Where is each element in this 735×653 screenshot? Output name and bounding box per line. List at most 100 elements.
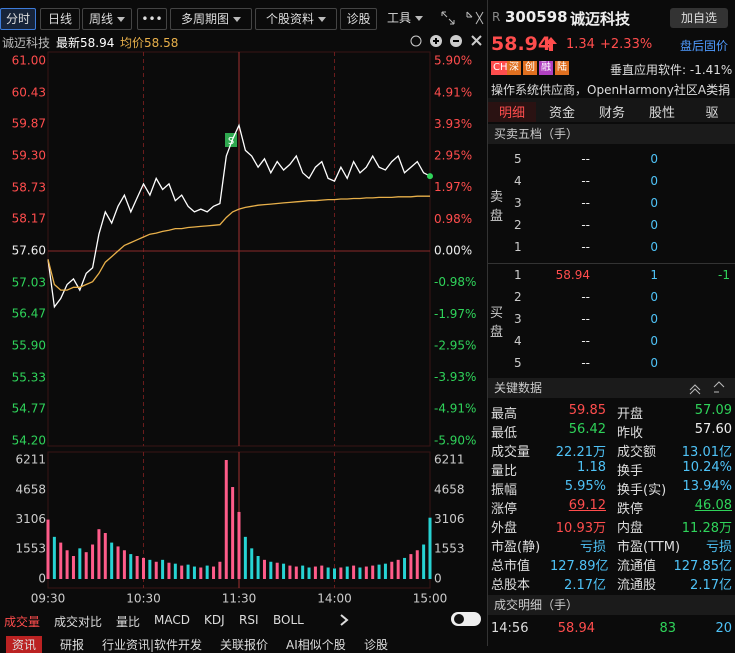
- qty: 83: [659, 621, 676, 636]
- news-tab[interactable]: 研报: [60, 638, 85, 652]
- volume-bar: [396, 559, 400, 579]
- key-value: 127.89亿: [550, 559, 609, 574]
- chart: S 09:30 10:30 11:30 14:00 15:00 61.00 60.43 59.…: [12, 51, 476, 606]
- key-value: 127.85亿: [673, 559, 733, 574]
- badge: 陆: [555, 61, 569, 75]
- volume-bar: [345, 566, 349, 579]
- y-tick-label: 57.03: [12, 275, 46, 289]
- volume-bar: [313, 566, 317, 579]
- qty: 0: [650, 290, 658, 304]
- news-tab[interactable]: 行业资讯|软件开发: [102, 638, 203, 652]
- y2-tick-label: 5.90%: [434, 54, 472, 68]
- volume-bar: [326, 567, 330, 579]
- indicator-tab[interactable]: 成交量: [4, 615, 41, 629]
- stock-info[interactable]: 个股资料: [255, 8, 337, 30]
- volume-bar: [352, 565, 356, 579]
- volume-bar: [231, 487, 235, 579]
- key-label: 外盘: [491, 521, 518, 536]
- indicator-tab[interactable]: BOLL: [273, 613, 304, 627]
- tab-daily[interactable]: 日线: [40, 8, 80, 30]
- news-tab[interactable]: 资讯: [6, 636, 43, 653]
- volume-bar: [301, 565, 305, 579]
- volume-bar: [142, 557, 145, 579]
- toggle[interactable]: [450, 611, 482, 627]
- tab[interactable]: 股性: [648, 106, 675, 121]
- indicator-tab[interactable]: 量比: [116, 615, 141, 629]
- volume-bar: [377, 564, 381, 579]
- indicator-tab[interactable]: RSI: [239, 613, 259, 627]
- key-label: 跌停: [617, 502, 644, 517]
- price: 58.94: [557, 621, 595, 636]
- key-value: 5.95%: [564, 479, 606, 494]
- key-label: 最高: [491, 407, 518, 422]
- indicator-tab[interactable]: MACD: [154, 613, 190, 627]
- volume-bar: [59, 542, 63, 579]
- badge: 深: [507, 61, 521, 75]
- vol-tick-label: 1553: [15, 542, 46, 556]
- vol-tick-label: 0: [38, 572, 46, 586]
- chart-icons[interactable]: [408, 33, 486, 49]
- tab[interactable]: 财务: [598, 106, 625, 121]
- volume-bar: [422, 544, 426, 579]
- volume-bar: [218, 561, 222, 579]
- volume-bar: [275, 562, 279, 579]
- tab[interactable]: 资金: [548, 106, 575, 121]
- volume-bar: [110, 542, 114, 579]
- tab-bar: 明细 资金 财务 股性 驱: [488, 98, 735, 122]
- price: --: [581, 196, 590, 210]
- qty: 1: [650, 268, 658, 282]
- vol-tick-label: 0: [434, 572, 442, 586]
- x-tick-label: 15:00: [413, 592, 448, 606]
- key-label: 开盘: [617, 407, 644, 422]
- vol-tick-label: 3106: [434, 512, 465, 526]
- x-tick-label: 09:30: [31, 592, 66, 606]
- more[interactable]: •••: [137, 8, 167, 30]
- volume-bar: [364, 566, 368, 579]
- y2-tick-label: 0.98%: [434, 212, 472, 226]
- tab-weekly[interactable]: 周线: [82, 8, 132, 30]
- qty: 0: [650, 356, 658, 370]
- multi-period[interactable]: 多周期图: [170, 8, 252, 30]
- key-data-header: 关键数据: [488, 378, 735, 398]
- price-line: [47, 195, 430, 291]
- tab-intraday[interactable]: 分时: [0, 8, 36, 30]
- price: --: [581, 312, 590, 326]
- key-value: 2.17亿: [564, 578, 606, 593]
- key-label: 市盈(静): [491, 540, 541, 555]
- vol-tick-label: 4658: [434, 482, 465, 496]
- indicator-tab[interactable]: 成交对比: [54, 615, 103, 629]
- y2-tick-label: -5.90%: [434, 434, 476, 448]
- tab[interactable]: 明细: [488, 102, 536, 122]
- news-tab[interactable]: AI相似个股: [286, 638, 346, 652]
- window-icons[interactable]: [440, 10, 485, 26]
- key-label: 涨停: [491, 502, 518, 517]
- volume-bar: [199, 567, 203, 579]
- key-label: 成交额: [617, 445, 657, 460]
- volume-bar: [390, 561, 394, 579]
- y2-tick-label: 3.93%: [434, 117, 472, 131]
- y-tick-label: 61.00: [12, 54, 46, 68]
- y-tick-label: 54.20: [12, 434, 46, 448]
- tab[interactable]: 驱: [705, 106, 719, 121]
- diagnose[interactable]: 诊股: [340, 8, 377, 30]
- indicator-tab[interactable]: KDJ: [204, 613, 225, 627]
- level: 1: [514, 268, 522, 282]
- y2-tick-label: -2.95%: [434, 339, 476, 353]
- count: 20: [715, 621, 732, 636]
- volume-bar: [161, 559, 165, 579]
- after-hours[interactable]: 盘后固价: [680, 39, 729, 53]
- label: 多周期图: [180, 12, 229, 26]
- volume-bar: [339, 567, 343, 579]
- y2-tick-label: 0.00%: [434, 244, 472, 258]
- tools[interactable]: 工具: [382, 8, 428, 28]
- y-tick-label: 59.87: [12, 117, 46, 131]
- qty: 0: [650, 152, 658, 166]
- add-watchlist[interactable]: 加自选: [670, 8, 728, 28]
- news-tab[interactable]: 关联报价: [220, 638, 269, 652]
- volume-bar: [84, 552, 88, 579]
- collapse-icons[interactable]: [688, 381, 728, 395]
- volume-bar: [173, 563, 177, 579]
- tabs-next[interactable]: [335, 612, 355, 628]
- news-tab[interactable]: 诊股: [364, 638, 389, 652]
- volume-bar: [180, 565, 184, 579]
